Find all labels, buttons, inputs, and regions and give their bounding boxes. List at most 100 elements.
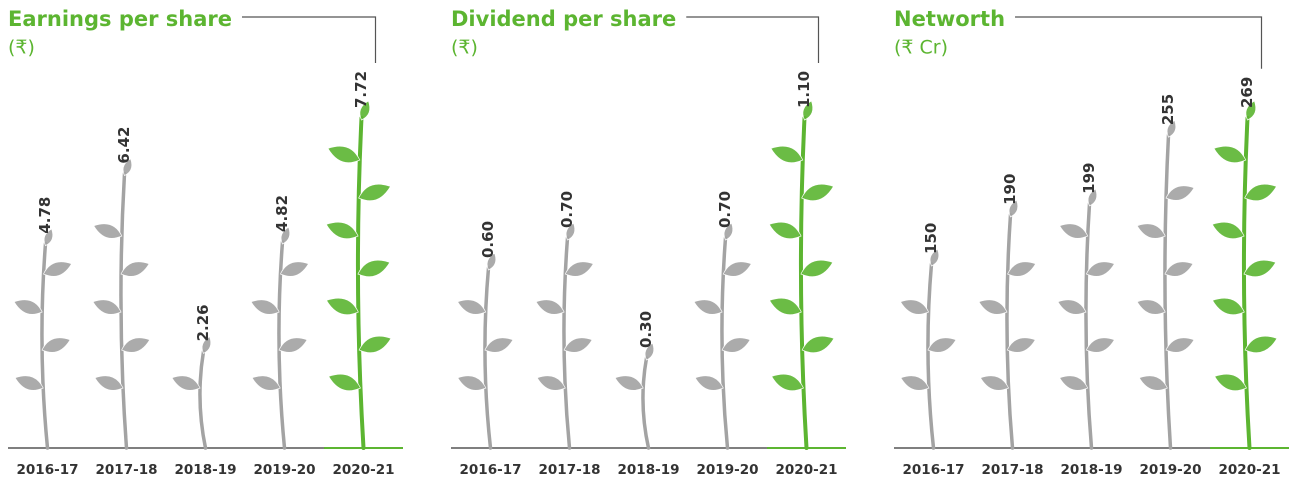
leaf (720, 333, 753, 356)
value-label: 0.70 (558, 191, 576, 228)
leaf (1005, 333, 1038, 356)
leaf (249, 295, 282, 318)
leaf (1137, 371, 1170, 394)
leaf (12, 295, 45, 318)
leaf (41, 257, 74, 280)
leaf (1210, 293, 1247, 319)
x-tick-label: 2018-19 (618, 462, 680, 478)
plant (249, 226, 311, 448)
leaf (1241, 255, 1278, 281)
title-connector (1015, 17, 1261, 69)
leaf (1057, 219, 1090, 242)
bar (485, 268, 491, 448)
leaf (926, 333, 959, 356)
chart-title: Networth (894, 7, 1005, 31)
leaf (721, 257, 754, 280)
leaf (1084, 333, 1117, 356)
leaf (693, 371, 726, 394)
value-label: 150 (922, 223, 940, 254)
plant (1055, 188, 1116, 448)
leaf (562, 333, 595, 356)
leaf (326, 369, 363, 395)
chart-subtitle: (₹) (451, 37, 478, 59)
plant (692, 222, 754, 448)
x-tick-label: 2017-18 (982, 462, 1044, 478)
value-label: 0.70 (716, 191, 734, 228)
plant (1135, 119, 1197, 448)
x-tick-label: 2016-17 (17, 462, 79, 478)
leaf (1057, 371, 1090, 394)
x-tick-label: 2016-17 (460, 462, 522, 478)
bar (358, 118, 364, 448)
leaf (119, 333, 152, 356)
bar (1244, 118, 1250, 448)
leaf (1212, 369, 1249, 395)
chart-title: Dividend per share (451, 7, 676, 31)
infographic: Earnings per share (₹) 2016-17 4.78 2017-18 6… (0, 0, 1301, 486)
plant (12, 227, 74, 448)
leaf (1135, 295, 1168, 318)
leaf (613, 371, 646, 394)
plant (91, 157, 153, 448)
value-label: 0.60 (479, 221, 497, 258)
leaf (324, 293, 361, 319)
bar (200, 351, 206, 448)
x-tick-label: 2019-20 (1140, 462, 1202, 478)
chart-subtitle: (₹) (8, 37, 35, 59)
x-tick-label: 2018-19 (1061, 462, 1123, 478)
leaf (1164, 333, 1197, 356)
title-connector (242, 17, 376, 63)
leaf (483, 333, 516, 356)
leaf (978, 371, 1011, 394)
bar (643, 358, 649, 448)
plant (1210, 99, 1280, 448)
value-label: 190 (1001, 174, 1019, 205)
leaf (1084, 257, 1117, 280)
x-tick-label: 2017-18 (539, 462, 601, 478)
value-label: 199 (1080, 163, 1098, 194)
leaf (278, 257, 311, 280)
value-label: 0.30 (637, 311, 655, 348)
plant (324, 99, 394, 448)
value-label: 255 (1159, 94, 1177, 125)
bar (1086, 204, 1092, 448)
x-tick-label: 2017-18 (96, 462, 158, 478)
value-label: 4.78 (36, 197, 54, 234)
leaf (800, 331, 837, 357)
plant (767, 99, 837, 448)
value-label: 4.82 (273, 195, 291, 232)
leaf (1211, 141, 1248, 167)
leaf (767, 217, 804, 243)
x-tick-label: 2020-21 (776, 462, 838, 478)
value-label: 269 (1238, 77, 1256, 108)
leaf (767, 293, 804, 319)
value-label: 6.42 (115, 127, 133, 164)
chart-title: Earnings per share (8, 7, 232, 31)
bar (928, 264, 934, 448)
leaf (535, 371, 568, 394)
bar (1007, 215, 1013, 448)
leaf (119, 257, 152, 280)
leaf (534, 295, 567, 318)
title-connector (686, 17, 818, 63)
value-label: 7.72 (352, 71, 370, 108)
leaf (356, 179, 393, 205)
plant (170, 335, 214, 448)
leaf (768, 141, 805, 167)
bar (801, 118, 807, 448)
plant (613, 342, 657, 448)
leaf (692, 295, 725, 318)
leaf (357, 331, 394, 357)
x-tick-label: 2019-20 (254, 462, 316, 478)
leaf (324, 217, 361, 243)
x-tick-label: 2020-21 (333, 462, 395, 478)
leaf (355, 255, 392, 281)
leaf (1210, 217, 1247, 243)
leaf (1164, 181, 1197, 204)
leaf (898, 295, 931, 318)
leaf (976, 295, 1009, 318)
leaf (325, 141, 362, 167)
value-label: 1.10 (795, 71, 813, 108)
value-label: 2.26 (194, 304, 212, 341)
leaf (170, 371, 203, 394)
